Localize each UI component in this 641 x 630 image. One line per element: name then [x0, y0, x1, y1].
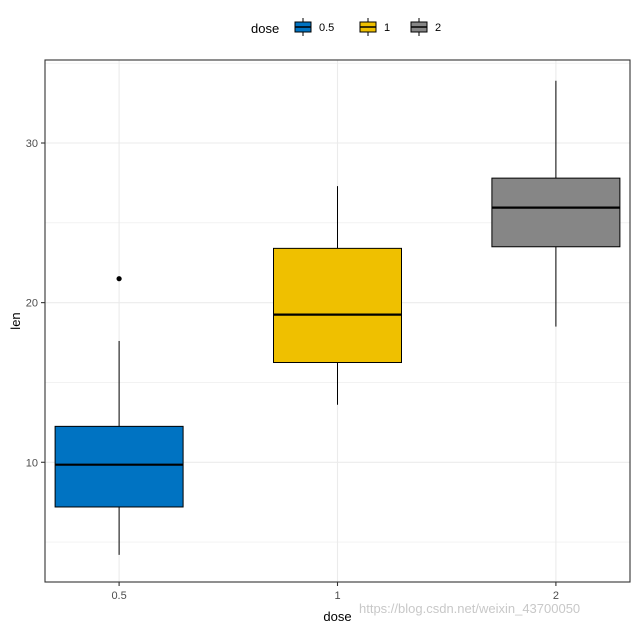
- box: [273, 247, 402, 364]
- legend-key: [410, 18, 428, 36]
- y-tick-label: 30: [26, 138, 38, 150]
- box: [491, 177, 621, 248]
- x-tick-label: 2: [553, 590, 559, 602]
- legend-key: [359, 18, 377, 36]
- box: [54, 425, 184, 508]
- box-group: [54, 276, 184, 555]
- y-tick-label: 10: [26, 457, 38, 469]
- x-axis: 0.5 1 2: [111, 582, 559, 602]
- outlier-point: [116, 276, 122, 282]
- watermark: https://blog.csdn.net/weixin_43700050: [359, 601, 580, 616]
- legend-title: dose: [251, 21, 279, 36]
- legend: dose 0.5 1 2: [251, 18, 441, 36]
- y-tick-label: 20: [26, 298, 38, 310]
- x-tick-label: 0.5: [111, 590, 126, 602]
- legend-label: 1: [384, 22, 390, 34]
- legend-key: [294, 18, 312, 36]
- box-group: [273, 186, 402, 405]
- box-group: [491, 80, 621, 327]
- legend-label: 2: [435, 22, 441, 34]
- x-axis-title: dose: [323, 609, 351, 624]
- boxes: [54, 80, 621, 555]
- y-axis: 10 20 30: [26, 138, 45, 469]
- legend-label: 0.5: [319, 22, 334, 34]
- y-axis-title: len: [8, 312, 23, 329]
- plot-panel: [44, 59, 631, 583]
- x-tick-label: 1: [334, 590, 340, 602]
